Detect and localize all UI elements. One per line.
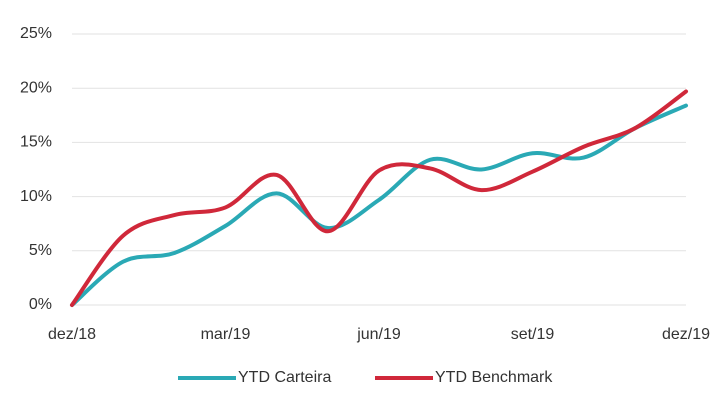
y-tick-label: 15% (20, 134, 52, 151)
x-tick-label: mar/19 (201, 326, 251, 343)
x-tick-label: jun/19 (356, 326, 401, 343)
line-series (70, 89, 688, 307)
legend-label: YTD Carteira (238, 369, 331, 386)
y-tick-label: 5% (29, 242, 52, 259)
x-tick-label: set/19 (511, 326, 555, 343)
legend-label: YTD Benchmark (435, 369, 553, 386)
y-tick-label: 10% (20, 188, 52, 205)
x-tick-label: dez/19 (662, 326, 710, 343)
y-tick-label: 0% (29, 296, 52, 313)
line-series (70, 103, 688, 307)
y-tick-label: 20% (20, 79, 52, 96)
y-tick-label: 25% (20, 25, 52, 42)
x-tick-label: dez/18 (48, 326, 96, 343)
